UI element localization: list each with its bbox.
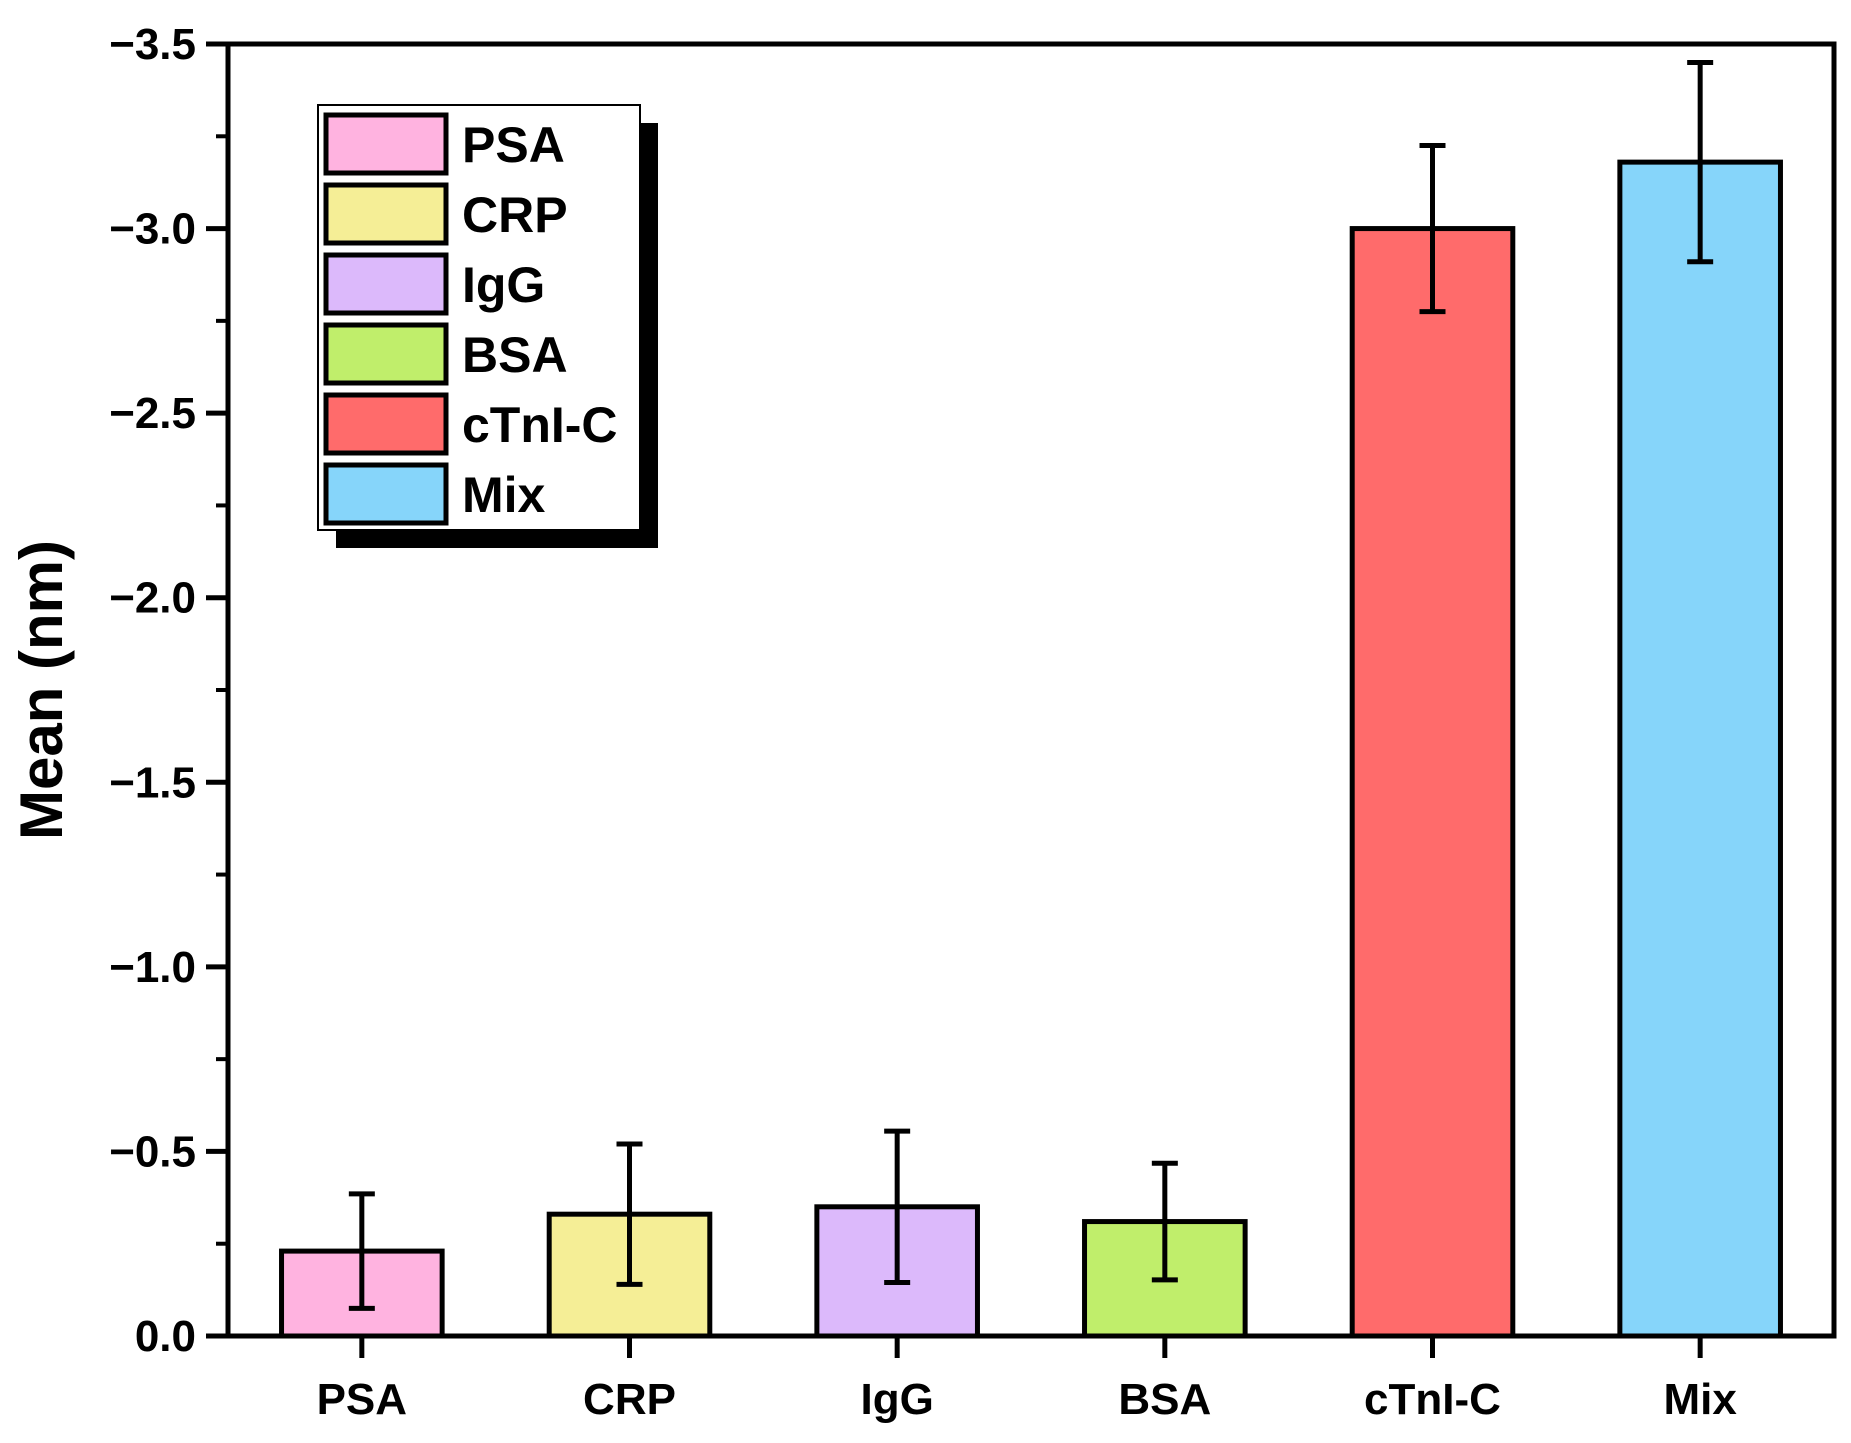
legend-item-igg: IgG [323,252,545,316]
error-bar-ctni-c [1419,143,1446,315]
y-tick-label: −3.0 [109,205,196,254]
bar-ctni-c [1349,226,1516,1339]
x-tick-label-igg: IgG [861,1375,934,1424]
x-tick-label-psa: PSA [317,1375,407,1424]
y-tick-label: −1.5 [109,758,196,807]
legend-item-ctni-c: cTnI-C [323,392,618,456]
legend-swatch [323,252,449,316]
legend-swatch [323,112,449,176]
y-tick-label: −3.5 [109,20,196,69]
y-axis: 0.0 −0.5 −1.0 −1.5 −2.0 −2.5 −3.0 −3.5 [109,20,228,1361]
bar-mix [1617,159,1783,1339]
legend-label: PSA [462,117,565,173]
legend-item-bsa: BSA [323,322,568,386]
legend-label: BSA [462,327,568,383]
legend-swatch [323,182,449,246]
y-tick-label: −2.0 [109,574,196,623]
legend-item-mix: Mix [323,462,546,526]
bars-layer [279,159,1783,1339]
error-bar-mix [1687,59,1714,265]
legend-label: IgG [462,257,545,313]
x-tick-label-ctni-c: cTnI-C [1364,1375,1501,1424]
error-bars-layer [348,59,1714,1311]
error-bar-crp [616,1141,643,1287]
legend-swatch [323,392,449,456]
legend-item-psa: PSA [323,112,565,176]
legend-item-crp: CRP [323,182,568,246]
y-tick-label: −1.0 [109,943,196,992]
legend-swatch [323,462,449,526]
x-tick-label-crp: CRP [583,1375,676,1424]
y-tick-label: 0.0 [135,1312,196,1361]
legend-label: cTnI-C [462,397,618,453]
y-tick-label: −2.5 [109,389,196,438]
legend-swatch [323,322,449,386]
legend-box [317,104,641,531]
y-axis-title: Mean (nm) [8,540,75,840]
error-bar-psa [348,1191,375,1311]
legend: PSA CRP IgG BSA cTnI-C Mix [317,104,658,548]
legend-label: Mix [462,467,546,523]
error-bar-bsa [1151,1160,1178,1283]
x-tick-label-mix: Mix [1663,1375,1737,1424]
y-tick-label: −0.5 [109,1127,196,1176]
error-bar-igg [884,1128,911,1285]
x-tick-label-bsa: BSA [1118,1375,1211,1424]
x-axis: PSA CRP IgG BSA cTnI-C Mix [317,1336,1737,1424]
legend-label: CRP [462,187,568,243]
